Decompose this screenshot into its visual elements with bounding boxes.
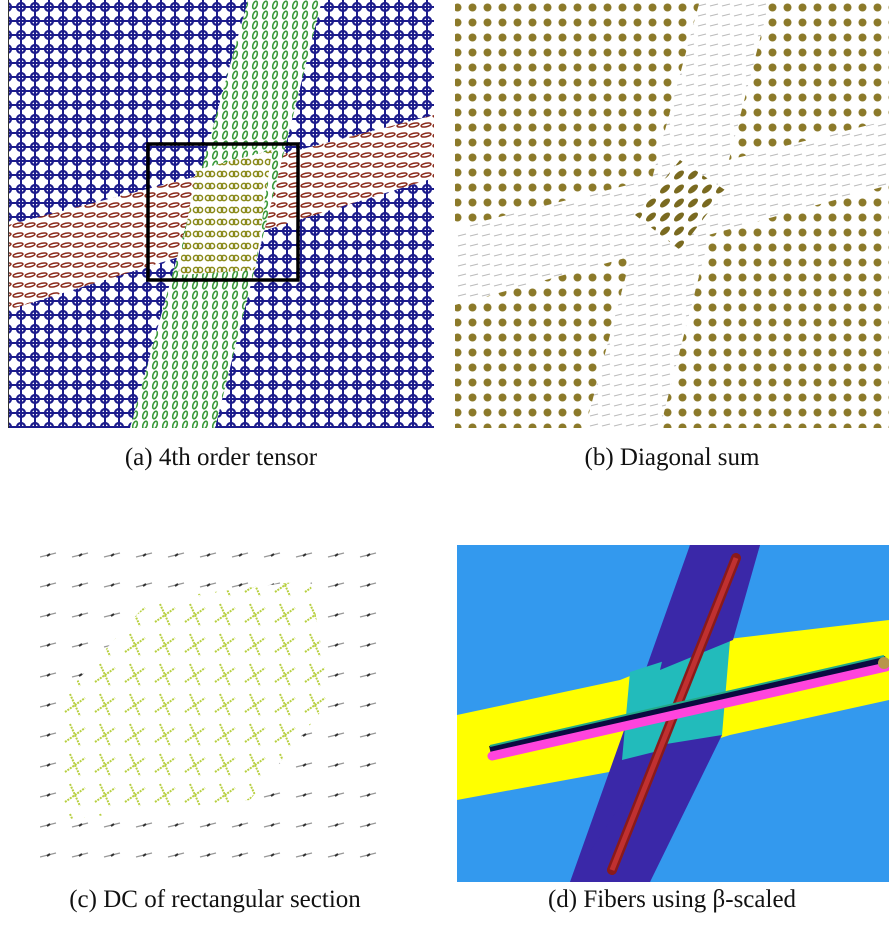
caption: (a) 4th order tensor bbox=[124, 444, 318, 471]
panel-d bbox=[457, 545, 889, 882]
caption: (c) DC of rectangular section bbox=[69, 886, 361, 913]
panel-a bbox=[8, 0, 434, 428]
caption: (b) Diagonal sum bbox=[584, 444, 760, 471]
panel-b bbox=[455, 0, 889, 428]
panel-c bbox=[40, 540, 380, 880]
caption: (d) Fibers using β-scaled bbox=[547, 886, 797, 913]
